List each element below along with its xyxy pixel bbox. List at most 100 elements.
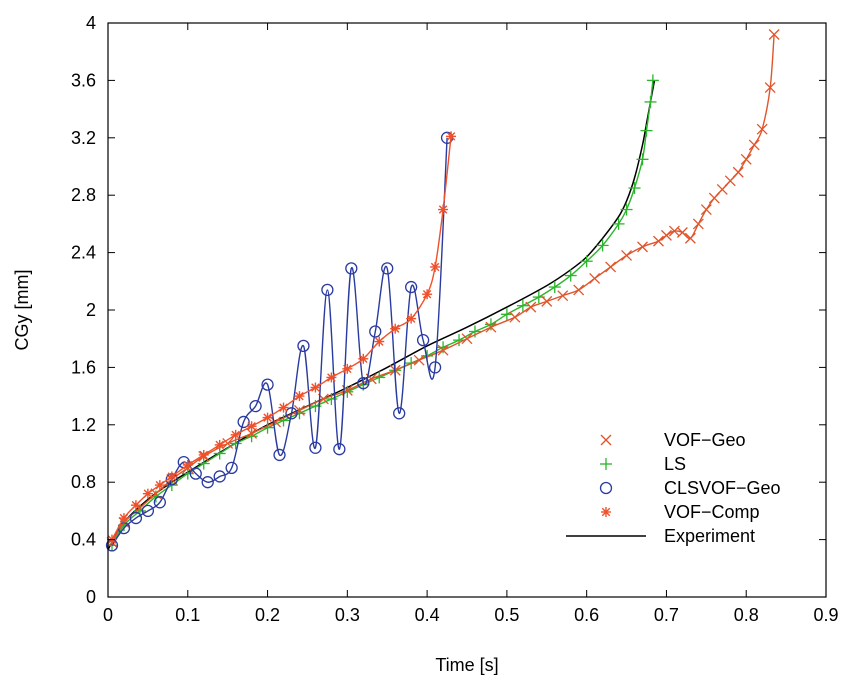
x-tick-label: 0 xyxy=(103,605,113,625)
x-axis-label: Time [s] xyxy=(435,655,498,675)
data-point-vof-comp xyxy=(214,439,225,450)
x-tick-label: 0.8 xyxy=(734,605,759,625)
y-tick-label: 1.6 xyxy=(71,357,96,377)
data-point-vof-geo xyxy=(557,290,569,302)
data-point-vof-geo xyxy=(756,123,768,135)
legend-item-clsvof-geo: CLSVOF−Geo xyxy=(599,478,781,498)
data-point-vof-comp xyxy=(374,336,385,347)
data-point-clsvof-geo xyxy=(297,339,310,353)
data-point-vof-geo xyxy=(732,166,744,178)
y-tick-label: 3.6 xyxy=(71,70,96,90)
data-point-vof-comp xyxy=(230,429,241,440)
data-point-vof-comp xyxy=(142,488,153,499)
y-tick-label: 2 xyxy=(86,300,96,320)
data-point-clsvof-geo xyxy=(141,504,155,518)
series-line-clsvof-geo xyxy=(111,137,448,546)
legend: VOF−Geo LS CLSVOF−Geo VOF−Comp Experiment xyxy=(566,430,781,546)
data-point-clsvof-geo xyxy=(369,325,382,338)
data-point-vof-geo xyxy=(684,232,696,244)
ticks-layer: 0 0.1 0.2 0.3 0.4 0.5 0.6 0.7 0.8 0.9 0 0.4 0.8 1.2 1.… xyxy=(71,13,839,625)
data-point-ls xyxy=(644,95,657,108)
data-point-clsvof-geo xyxy=(416,333,430,347)
data-point-clsvof-geo xyxy=(285,407,298,420)
data-point-ls xyxy=(620,203,633,216)
data-point-ls xyxy=(646,74,659,87)
data-point-vof-comp xyxy=(130,500,141,511)
data-point-vof-geo xyxy=(270,416,281,428)
data-point-ls xyxy=(612,217,625,230)
y-tick-label: 3.2 xyxy=(71,128,96,148)
data-point-ls xyxy=(640,124,653,137)
y-tick-label: 0 xyxy=(86,587,96,607)
data-point-clsvof-geo xyxy=(237,415,250,429)
data-point-vof-comp xyxy=(294,391,305,402)
data-point-ls xyxy=(293,407,306,420)
data-point-ls xyxy=(245,430,258,443)
data-point-ls xyxy=(500,308,513,321)
data-point-vof-geo xyxy=(637,241,648,253)
legend-label: LS xyxy=(664,454,686,474)
data-point-vof-comp xyxy=(154,480,165,491)
data-point-vof-geo xyxy=(294,404,305,416)
data-point-vof-comp xyxy=(262,412,273,423)
legend-swatch xyxy=(600,458,612,470)
series-layer xyxy=(105,29,780,552)
data-point-vof-geo xyxy=(700,204,712,216)
data-point-clsvof-geo xyxy=(393,407,406,420)
data-point-vof-comp xyxy=(358,353,369,364)
y-tick-label: 4 xyxy=(86,13,96,33)
legend-label: VOF−Comp xyxy=(664,502,760,522)
legend-item-vof-geo: VOF−Geo xyxy=(600,430,746,450)
data-point-vof-comp xyxy=(198,449,209,460)
data-point-clsvof-geo xyxy=(333,443,346,456)
data-point-vof-geo xyxy=(437,344,449,356)
data-point-vof-geo xyxy=(676,227,688,238)
x-tick-label: 0.6 xyxy=(574,605,599,625)
data-point-vof-comp xyxy=(310,382,321,393)
data-point-vof-geo xyxy=(573,284,585,296)
x-tick-label: 0.9 xyxy=(813,605,838,625)
data-point-vof-comp xyxy=(342,363,353,374)
data-point-ls xyxy=(564,269,577,282)
data-point-vof-comp xyxy=(278,402,289,413)
data-point-clsvof-geo xyxy=(405,280,418,294)
data-point-vof-geo xyxy=(413,354,425,366)
data-point-clsvof-geo xyxy=(345,262,358,275)
data-point-ls xyxy=(437,341,450,354)
data-point-clsvof-geo xyxy=(357,377,370,390)
data-point-vof-geo xyxy=(525,301,537,313)
data-point-vof-geo xyxy=(605,261,617,273)
data-point-vof-geo xyxy=(589,272,601,284)
legend-label: Experiment xyxy=(664,526,755,546)
data-point-vof-geo xyxy=(740,153,752,165)
data-point-clsvof-geo xyxy=(189,467,202,480)
legend-swatch xyxy=(599,481,613,495)
y-tick-label: 2.8 xyxy=(71,185,96,205)
data-point-vof-comp xyxy=(166,471,177,482)
data-point-clsvof-geo xyxy=(273,448,286,462)
data-point-vof-comp xyxy=(422,289,433,300)
data-point-vof-geo xyxy=(222,437,234,449)
data-point-vof-comp xyxy=(390,323,401,334)
x-tick-label: 0.4 xyxy=(415,605,440,625)
data-point-clsvof-geo xyxy=(129,511,143,525)
legend-item-vof-comp: VOF−Comp xyxy=(601,502,760,522)
y-tick-label: 1.2 xyxy=(71,415,96,435)
data-point-ls xyxy=(516,299,529,312)
data-point-vof-geo xyxy=(461,333,473,345)
x-tick-label: 0.7 xyxy=(654,605,679,625)
data-point-clsvof-geo xyxy=(309,441,322,454)
legend-label: VOF−Geo xyxy=(664,430,746,450)
legend-label: CLSVOF−Geo xyxy=(664,478,781,498)
data-point-vof-comp xyxy=(118,513,129,524)
data-point-ls xyxy=(484,318,497,331)
data-point-vof-geo xyxy=(764,82,776,94)
y-tick-label: 0.4 xyxy=(71,530,96,550)
data-point-clsvof-geo xyxy=(261,378,274,391)
data-point-vof-geo xyxy=(541,295,553,307)
data-point-vof-geo xyxy=(768,29,780,40)
legend-swatch xyxy=(601,507,611,517)
data-point-vof-geo xyxy=(692,218,704,230)
